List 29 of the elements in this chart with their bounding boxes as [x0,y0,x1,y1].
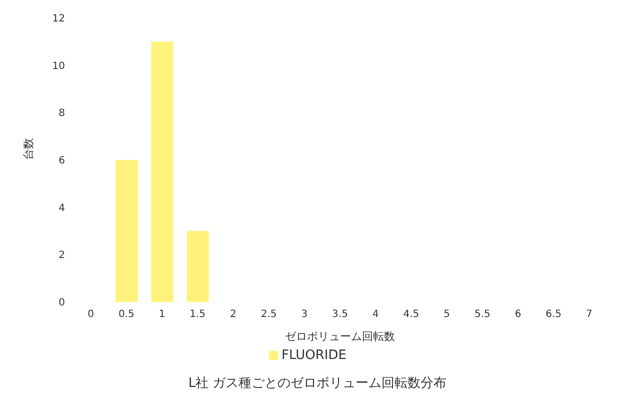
x-tick-label: 3 [301,309,308,320]
x-axis-title: ゼロボリューム回転数 [285,330,395,343]
bar [116,160,138,302]
x-tick-label: 6 [514,309,522,320]
y-tick-label: 0 [58,298,65,309]
x-tick-label: 7 [586,309,592,320]
x-tick-label: 3.5 [332,309,348,320]
x-tick-label: 4.5 [403,309,420,320]
x-tick-label: 0.5 [118,309,134,320]
y-tick-label: 6 [58,156,65,167]
x-tick-label: 6.5 [546,309,562,320]
x-tick-label: 1.5 [190,309,206,320]
y-tick-label: 8 [58,108,65,120]
x-tick-label: 2.5 [260,309,277,320]
x-tick-label: 1 [158,309,166,320]
y-tick-label: 12 [52,14,65,25]
y-tick-label: 2 [58,250,65,262]
legend-label: FLUORIDE [282,348,346,363]
x-tick-label: 4 [372,309,379,320]
y-tick-label: 4 [58,202,65,214]
text: L社 ガス種ごとのゼロボリューム回転数分布 [187,375,448,392]
bar [151,42,174,302]
x-tick-label: 2 [230,309,236,320]
x-tick-label: 0 [88,309,94,320]
y-axis-title: 台数 [22,138,35,160]
x-tick-label: 5 [444,309,450,320]
bar [186,231,209,302]
y-tick-label: 10 [52,60,65,72]
x-tick-label: 5.5 [474,309,490,320]
